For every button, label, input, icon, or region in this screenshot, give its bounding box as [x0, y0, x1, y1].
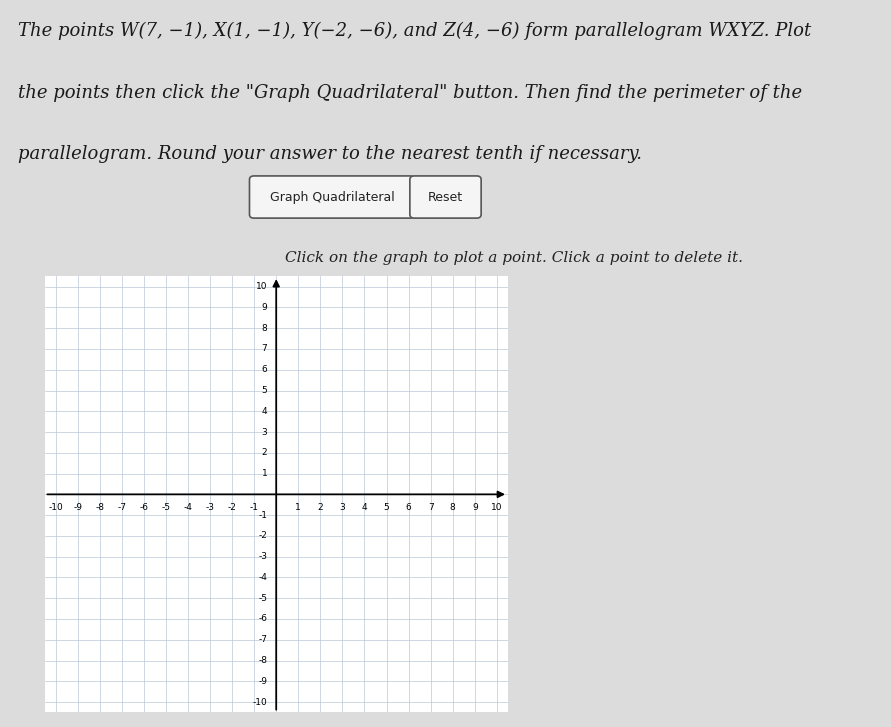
FancyBboxPatch shape	[249, 176, 414, 218]
Text: -2: -2	[227, 502, 236, 512]
Text: Click on the graph to plot a point. Click a point to delete it.: Click on the graph to plot a point. Clic…	[285, 251, 743, 265]
Text: 8: 8	[262, 324, 267, 333]
Text: 2: 2	[262, 449, 267, 457]
Text: 2: 2	[317, 502, 323, 512]
Text: 7: 7	[262, 345, 267, 353]
Text: -3: -3	[206, 502, 215, 512]
Text: -3: -3	[258, 553, 267, 561]
Text: 1: 1	[262, 469, 267, 478]
Text: 1: 1	[296, 502, 301, 512]
Text: -8: -8	[258, 656, 267, 665]
Text: -6: -6	[258, 614, 267, 624]
Text: -4: -4	[184, 502, 192, 512]
FancyBboxPatch shape	[410, 176, 481, 218]
Text: The points W(7, −1), X(1, −1), Y(−2, −6), and Z(4, −6) form parallelogram WXYZ. : The points W(7, −1), X(1, −1), Y(−2, −6)…	[18, 22, 811, 40]
Text: -7: -7	[258, 635, 267, 644]
Text: 3: 3	[339, 502, 346, 512]
Text: the points then click the "Graph Quadrilateral" button. Then find the perimeter : the points then click the "Graph Quadril…	[18, 84, 802, 102]
Text: 8: 8	[450, 502, 455, 512]
Text: -5: -5	[258, 594, 267, 603]
Text: -9: -9	[73, 502, 82, 512]
Text: 6: 6	[262, 365, 267, 374]
Text: 10: 10	[491, 502, 503, 512]
Text: Reset: Reset	[428, 190, 463, 204]
Text: 4: 4	[362, 502, 367, 512]
Text: 5: 5	[262, 386, 267, 395]
Text: -6: -6	[139, 502, 148, 512]
Text: -5: -5	[161, 502, 170, 512]
Text: 9: 9	[262, 303, 267, 312]
Text: -8: -8	[95, 502, 104, 512]
Text: -10: -10	[253, 698, 267, 707]
Text: 4: 4	[262, 407, 267, 416]
Text: -9: -9	[258, 677, 267, 686]
Text: parallelogram. Round your answer to the nearest tenth if necessary.: parallelogram. Round your answer to the …	[18, 145, 642, 164]
Text: 3: 3	[262, 427, 267, 436]
Text: Graph Quadrilateral: Graph Quadrilateral	[269, 190, 395, 204]
Text: 10: 10	[256, 282, 267, 291]
Text: 5: 5	[384, 502, 389, 512]
Text: -1: -1	[249, 502, 258, 512]
Text: 7: 7	[428, 502, 434, 512]
Text: -2: -2	[258, 531, 267, 540]
Text: 6: 6	[405, 502, 412, 512]
Text: -7: -7	[118, 502, 127, 512]
Text: -10: -10	[48, 502, 63, 512]
Text: 9: 9	[472, 502, 478, 512]
Text: -4: -4	[258, 573, 267, 582]
Text: -1: -1	[258, 510, 267, 520]
